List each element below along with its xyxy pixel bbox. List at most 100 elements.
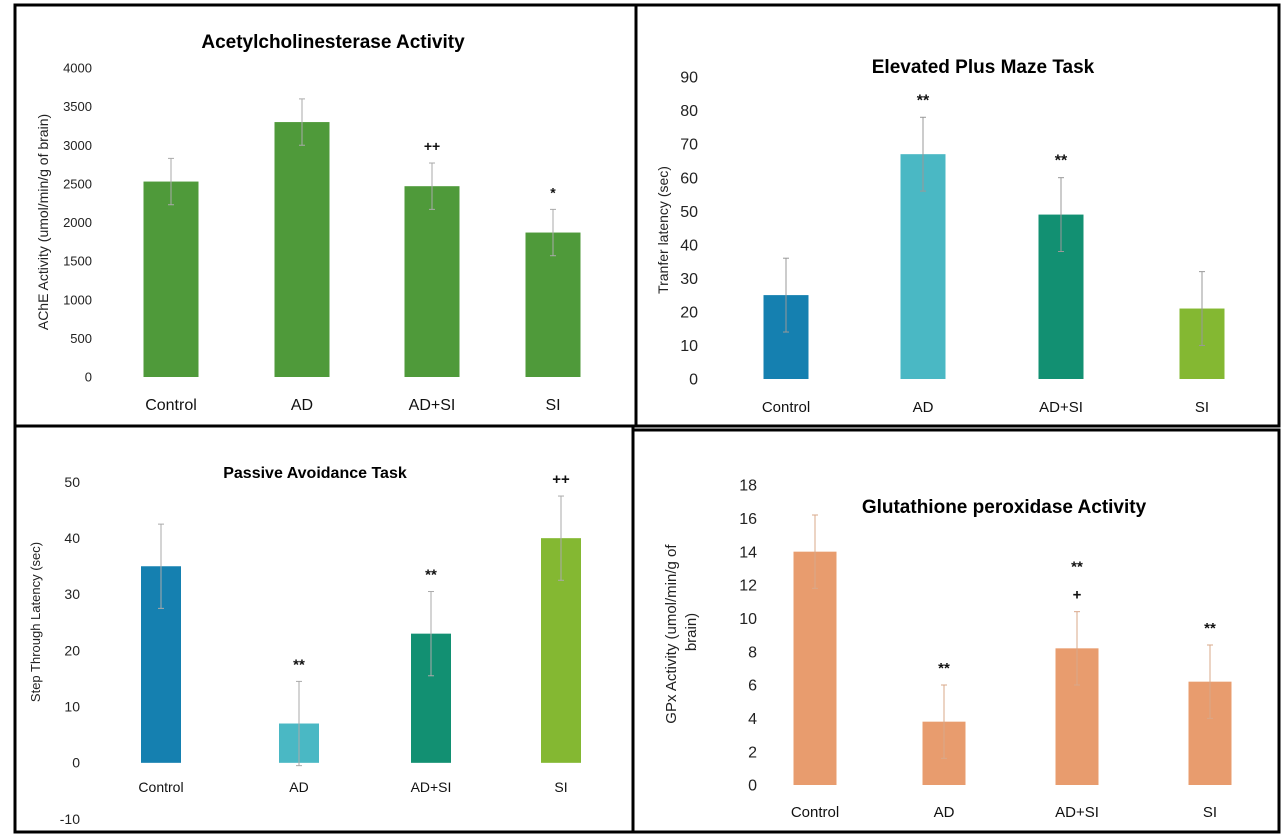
significance-marker: ** <box>917 92 930 109</box>
error-bar <box>783 257 789 333</box>
x-tick-label: AD+SI <box>1055 804 1099 821</box>
y-tick-label: 1500 <box>63 254 92 269</box>
significance-marker: ** <box>1071 559 1083 576</box>
chart-glutathione-peroxidase: Glutathione peroxidase Activity GPx Acti… <box>663 478 1232 821</box>
x-tick-label: AD+SI <box>411 779 452 795</box>
y-tick-label: 10 <box>680 338 698 355</box>
y-tick-label: 3500 <box>63 99 92 114</box>
error-bar <box>812 514 818 589</box>
bar-ad-si <box>404 186 460 377</box>
y-tick-label: 2500 <box>63 176 92 191</box>
y-tick-label: 80 <box>680 103 698 120</box>
x-tick-label: Control <box>145 397 197 414</box>
y-tick-label: 10 <box>739 611 757 628</box>
error-bar <box>158 523 164 609</box>
x-tick-label: SI <box>545 397 560 414</box>
error-bar <box>299 98 305 146</box>
y-tick-label: 4000 <box>63 61 92 76</box>
error-bar <box>1058 177 1064 252</box>
y-tick-label: 30 <box>64 586 80 602</box>
error-bar <box>550 208 556 257</box>
y-tick-label: 2 <box>748 744 757 761</box>
bar-control <box>143 181 199 377</box>
bar-ad <box>274 122 330 377</box>
y-tick-label: 500 <box>70 331 92 346</box>
panel-frame-gpx <box>631 428 1281 834</box>
y-tick-label: 12 <box>739 578 757 595</box>
x-tick-label: AD <box>934 804 955 821</box>
significance-marker: ** <box>425 567 437 584</box>
error-bar <box>296 680 302 767</box>
x-tick-label: AD <box>913 399 934 416</box>
y-tick-label: 18 <box>739 478 757 495</box>
y-tick-label: 1000 <box>63 292 92 307</box>
y-tick-label: 50 <box>680 204 698 221</box>
bar-si <box>525 232 581 377</box>
bar-ad <box>900 154 946 379</box>
panel-frame-pat <box>13 424 635 834</box>
y-tick-label: 30 <box>680 271 698 288</box>
x-tick-label: AD <box>289 779 308 795</box>
y-tick-label: 70 <box>680 137 698 154</box>
panel-frame-epm <box>634 3 1281 428</box>
significance-marker: * <box>550 184 556 200</box>
y-tick-label: 4 <box>748 711 757 728</box>
y-tick-label: -10 <box>60 811 80 827</box>
y-tick-label: 0 <box>748 778 757 795</box>
x-tick-label: SI <box>554 779 567 795</box>
significance-marker: + <box>1073 587 1082 604</box>
chart-acetylcholinesterase: Acetylcholinesterase Activity AChE Activ… <box>35 32 581 414</box>
y-tick-label: 90 <box>680 70 698 87</box>
chart-title: Elevated Plus Maze Task <box>872 57 1095 78</box>
y-tick-label: 6 <box>748 678 757 695</box>
error-bar <box>941 684 947 759</box>
error-bar <box>428 591 434 677</box>
y-tick-label: 0 <box>72 755 80 771</box>
y-tick-label: 8 <box>748 644 757 661</box>
x-tick-label: Control <box>138 779 183 795</box>
significance-marker: ** <box>1204 620 1216 637</box>
y-tick-label: 0 <box>689 372 698 389</box>
y-tick-label: 40 <box>64 530 80 546</box>
significance-marker: ** <box>938 660 950 677</box>
y-axis-label: GPx Activity (umol/min/g of brain) <box>663 540 700 724</box>
significance-marker: ++ <box>552 471 570 488</box>
error-bar <box>1207 644 1213 719</box>
chart-title: Acetylcholinesterase Activity <box>201 32 465 53</box>
y-tick-label: 50 <box>64 474 80 490</box>
y-tick-label: 3000 <box>63 138 92 153</box>
y-tick-label: 2000 <box>63 215 92 230</box>
y-tick-label: 40 <box>680 237 698 254</box>
x-tick-label: AD <box>291 397 313 414</box>
y-axis-label: AChE Activity (umol/min/g of brain) <box>35 114 51 330</box>
y-tick-label: 14 <box>739 544 757 561</box>
x-tick-label: SI <box>1195 399 1209 416</box>
error-bar <box>429 162 435 210</box>
significance-marker: ** <box>1055 153 1068 170</box>
bar-control <box>793 551 837 785</box>
error-bar <box>1074 611 1080 686</box>
x-tick-label: Control <box>791 804 839 821</box>
chart-title: Passive Avoidance Task <box>223 465 407 482</box>
x-tick-label: SI <box>1203 804 1217 821</box>
significance-marker: ++ <box>424 138 440 154</box>
chart-title: Glutathione peroxidase Activity <box>862 497 1147 518</box>
svg-text:GPx Activity (umol/min/g of: GPx Activity (umol/min/g of brain) <box>663 540 700 723</box>
chart-elevated-plus-maze: Elevated Plus Maze Task Tranfer latency … <box>655 57 1225 416</box>
error-bar <box>558 495 564 581</box>
y-axis-label: Tranfer latency (sec) <box>655 166 671 294</box>
y-tick-label: 10 <box>64 699 80 715</box>
y-axis-label: Step Through Latency (sec) <box>28 542 43 702</box>
error-bar <box>920 116 926 192</box>
x-tick-label: AD+SI <box>1039 399 1083 416</box>
y-tick-label: 16 <box>739 511 757 528</box>
significance-marker: ** <box>293 656 305 673</box>
y-tick-label: 20 <box>680 304 698 321</box>
chart-passive-avoidance: Passive Avoidance Task Step Through Late… <box>28 465 581 827</box>
error-bar <box>1199 271 1205 346</box>
x-tick-label: AD+SI <box>409 397 456 414</box>
error-bar <box>168 157 174 206</box>
y-tick-label: 20 <box>64 642 80 658</box>
y-tick-label: 60 <box>680 170 698 187</box>
